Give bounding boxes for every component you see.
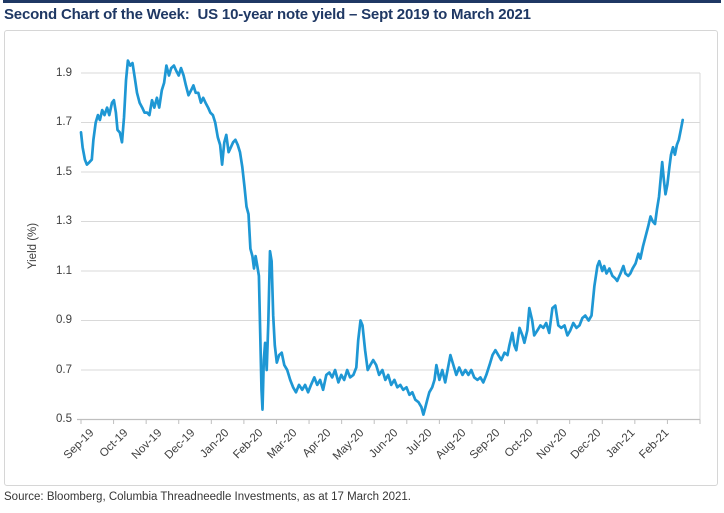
y-tick-label: 1.3	[56, 215, 72, 227]
page-title: Second Chart of the Week: US 10-year not…	[4, 6, 531, 23]
y-tick-label: 1.1	[56, 264, 72, 277]
source-note: Source: Bloomberg, Columbia Threadneedle…	[4, 491, 411, 503]
y-tick-label: 0.9	[56, 314, 72, 326]
y-axis-title: Yield (%)	[27, 222, 39, 270]
chart-frame	[4, 30, 718, 486]
y-tick-label: 0.5	[56, 413, 72, 425]
yield-series-line	[79, 59, 685, 416]
y-tick-label: 0.7	[56, 363, 72, 376]
top-rule-divider	[3, 0, 721, 3]
y-tick-label: 1.5	[56, 165, 72, 178]
y-tick-label: 1.7	[56, 116, 72, 128]
y-tick-label: 1.9	[56, 66, 72, 79]
